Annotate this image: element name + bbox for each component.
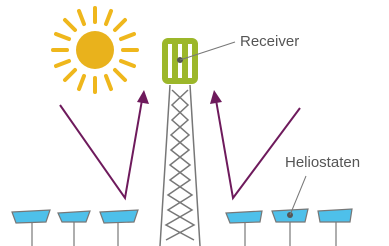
arrow-head: [210, 90, 222, 104]
solar-tower-diagram: Receiver Heliostaten: [0, 0, 389, 246]
reflection-arrows: [60, 100, 300, 198]
receiver: [162, 38, 198, 84]
tower: [160, 85, 200, 246]
receiver-label: Receiver: [240, 33, 299, 50]
heliostats-label: Heliostaten: [285, 154, 360, 171]
sun: [53, 8, 137, 92]
arrow-head: [137, 90, 149, 104]
heliostats: [12, 209, 352, 246]
